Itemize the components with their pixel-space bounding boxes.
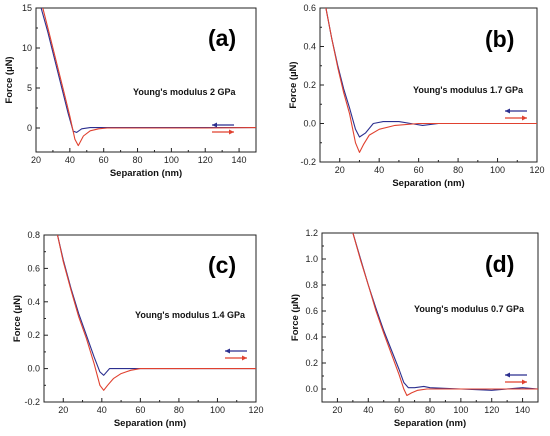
y-tick-label: 0.2 [303,80,316,90]
y-axis-label: Force (µN) [290,294,301,341]
x-tick-label: 20 [335,165,345,175]
x-tick-label: 60 [394,405,404,415]
x-tick-label: 40 [374,165,384,175]
retract-curve [56,235,256,391]
y-tick-label: 0.6 [305,306,318,316]
x-tick-label: 20 [31,155,41,165]
y-axis-label: Force (µN) [288,61,299,108]
x-tick-label: 120 [198,155,213,165]
y-tick-label: 0.4 [305,332,318,342]
x-tick-label: 80 [425,405,435,415]
x-tick-label: 140 [515,405,530,415]
x-tick-label: 100 [210,405,225,415]
approach-arrow-head [505,108,510,114]
y-tick-label: 0.6 [303,3,316,13]
y-tick-label: 0 [27,123,32,133]
x-tick-label: 100 [164,155,179,165]
x-tick-label: 60 [414,165,424,175]
y-tick-label: 1.0 [305,254,318,264]
x-tick-label: 40 [363,405,373,415]
retract-curve [42,8,256,147]
y-tick-label: -0.2 [24,397,40,407]
x-tick-label: 40 [65,155,75,165]
x-tick-label: 120 [484,405,499,415]
x-tick-label: 40 [97,405,107,415]
panel-label: (b) [485,26,514,52]
y-tick-label: 5 [27,83,32,93]
y-tick-label: 1.2 [305,228,318,238]
modulus-annotation: Young's modulus 2 GPa [133,87,236,97]
x-tick-label: 60 [135,405,145,415]
approach-arrow-head [225,348,230,354]
x-axis-label: Separation (nm) [114,418,186,429]
y-tick-label: -0.2 [300,157,316,167]
panel-a: 20 40 60 80 100 120 140 0 5 10 15 Separation (nm) Fo… [4,3,257,179]
modulus-annotation: Young's modulus 1.7 GPa [413,85,524,95]
x-tick-label: 60 [99,155,109,165]
modulus-annotation: Young's modulus 1.4 GPa [135,310,246,320]
x-axis-label: Separation (nm) [392,178,464,189]
modulus-annotation: Young's modulus 0.7 GPa [414,304,525,314]
y-tick-label: 0.4 [27,297,40,307]
y-tick-label: 15 [22,3,32,13]
x-tick-label: 80 [174,405,184,415]
y-tick-label: 0.2 [305,358,318,368]
panel-label: (d) [485,251,514,277]
panel-b: 20 40 60 80 100 120 -0.2 0.0 0.2 0.4 0.6 Separation… [288,3,545,189]
approach-curve [325,8,537,138]
y-tick-label: 0.4 [303,42,316,52]
y-axis-label: Force (µN) [12,295,23,342]
retract-curve [325,8,537,153]
panel-label: (c) [208,252,236,278]
x-tick-label: 100 [490,165,505,175]
x-tick-label: 120 [529,165,544,175]
x-tick-label: 100 [453,405,468,415]
plot-frame [35,7,257,153]
y-axis-label: Force (µN) [4,56,15,103]
panel-d: 20 40 60 80 100 120 140 0.0 0.2 0.4 0.6 0.8 1.0 1.2 Se… [290,228,539,429]
y-tick-label: 0.6 [27,263,40,273]
retract-arrow-head [229,129,234,135]
x-tick-label: 20 [332,405,342,415]
y-tick-label: 0.2 [27,330,40,340]
retract-arrow-head [242,355,247,361]
x-tick-label: 80 [133,155,143,165]
x-tick-label: 20 [58,405,68,415]
x-tick-label: 120 [248,405,263,415]
x-axis-label: Separation (nm) [394,418,466,429]
retract-arrow-head [522,379,527,385]
panel-c: 20 40 60 80 100 120 -0.2 0.0 0.2 0.4 0.6 0.8 Separat… [12,230,264,429]
x-axis-label: Separation (nm) [110,168,182,179]
y-tick-label: 0.8 [305,280,318,290]
x-tick-label: 140 [232,155,247,165]
y-tick-label: 0.0 [27,364,40,374]
approach-arrow-head [505,372,510,378]
panel-label: (a) [208,25,236,51]
y-tick-label: 0.0 [305,384,318,394]
x-tick-label: 80 [453,165,463,175]
y-tick-label: 0.8 [27,230,40,240]
approach-arrow-head [212,122,217,128]
y-tick-label: 10 [22,43,32,53]
retract-arrow-head [522,115,527,121]
y-tick-label: 0.0 [303,119,316,129]
retract-curve [352,233,538,397]
